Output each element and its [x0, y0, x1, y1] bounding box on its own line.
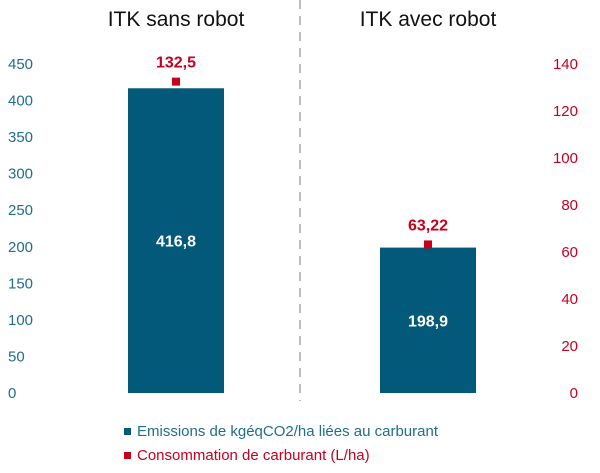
left-axis-tick: 0: [8, 385, 16, 402]
legend-swatch-bar: [124, 428, 131, 435]
left-axis-tick: 450: [8, 56, 33, 73]
left-axis-tick: 100: [8, 312, 33, 329]
bar-data-label: 198,9: [408, 313, 448, 330]
right-axis-tick: 0: [570, 385, 578, 402]
bar: [380, 247, 476, 393]
right-axis-tick: 100: [553, 150, 578, 167]
right-axis-tick: 140: [553, 56, 578, 73]
bar-data-label: 416,8: [156, 234, 196, 251]
category-label: ITK avec robot: [360, 8, 497, 31]
legend-item-consommation: Consommation de carburant (L/ha): [124, 447, 370, 464]
right-axis-tick: 120: [553, 103, 578, 120]
legend-swatch-marker: [124, 452, 131, 459]
right-axis-tick: 40: [561, 291, 578, 308]
legend-item-emissions: Emissions de kgéqCO2/ha liées au carbura…: [124, 423, 438, 440]
left-axis-tick: 400: [8, 93, 33, 110]
legend-label: Consommation de carburant (L/ha): [137, 447, 370, 464]
marker-data-label: 63,22: [408, 217, 448, 234]
bar: [128, 88, 224, 393]
left-axis-tick: 250: [8, 202, 33, 219]
marker: [424, 240, 432, 249]
marker-data-label: 132,5: [156, 55, 196, 72]
left-axis-tick: 50: [8, 348, 25, 365]
left-axis-tick: 150: [8, 275, 33, 292]
right-axis-tick: 80: [561, 197, 578, 214]
legend-label: Emissions de kgéqCO2/ha liées au carbura…: [137, 423, 438, 440]
marker: [172, 77, 180, 86]
right-axis-tick: 20: [561, 338, 578, 355]
right-axis-tick: 60: [561, 244, 578, 261]
left-axis-tick: 300: [8, 166, 33, 183]
left-axis-tick: 350: [8, 129, 33, 146]
category-label: ITK sans robot: [108, 8, 245, 31]
left-axis-tick: 200: [8, 239, 33, 256]
